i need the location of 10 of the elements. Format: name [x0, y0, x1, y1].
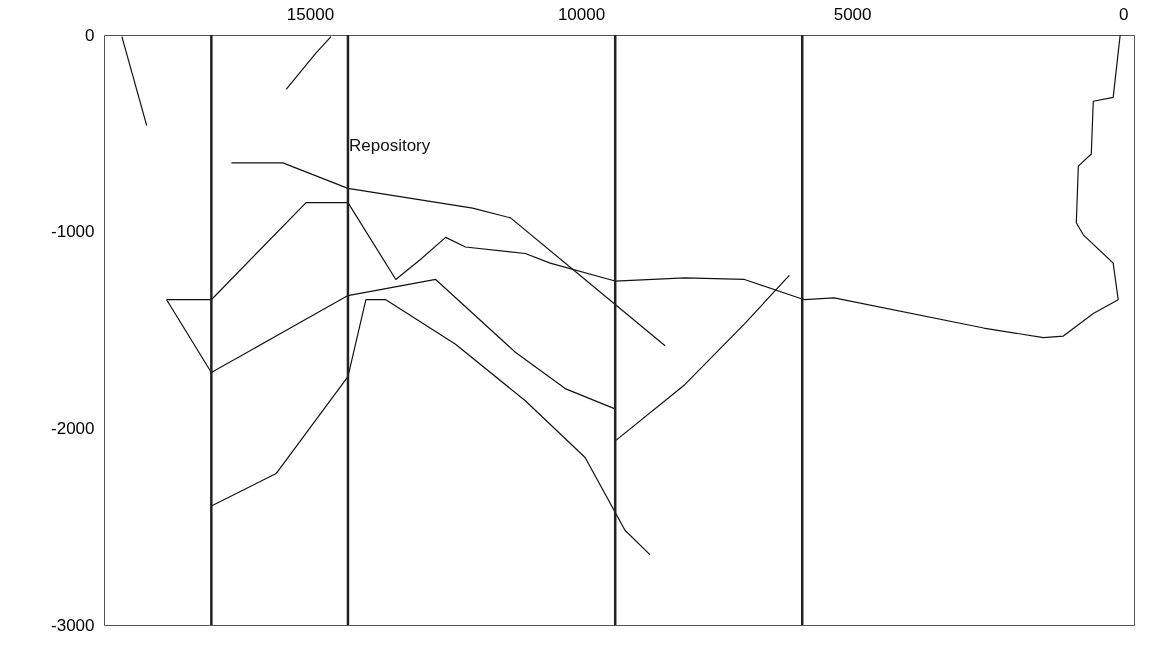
- x-tick-label: 15000: [286, 4, 335, 24]
- annotation: Repository: [349, 136, 431, 155]
- y-tick-label: 0: [85, 25, 95, 45]
- x-tick-label: 0: [1118, 4, 1129, 24]
- y-tick-label: -3000: [51, 615, 95, 635]
- line-series: [210, 299, 651, 556]
- x-tick-label: 5000: [833, 4, 872, 24]
- x-tick-label: 10000: [557, 4, 606, 24]
- y-tick-label: -1000: [51, 222, 95, 242]
- y-tick-label: -2000: [51, 418, 95, 438]
